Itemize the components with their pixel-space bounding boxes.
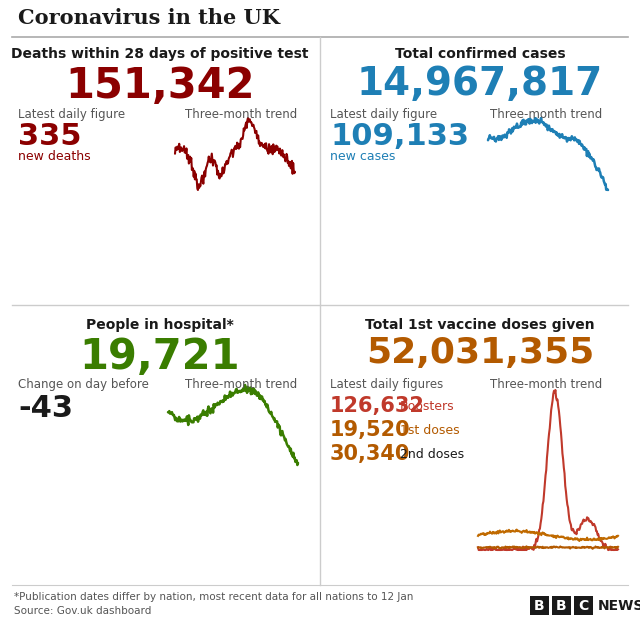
Text: People in hospital*: People in hospital* — [86, 318, 234, 332]
Text: *Publication dates differ by nation, most recent data for all nations to 12 Jan: *Publication dates differ by nation, mos… — [14, 592, 413, 602]
Text: 30,340: 30,340 — [330, 444, 410, 464]
Text: Three-month trend: Three-month trend — [185, 378, 297, 391]
Text: new deaths: new deaths — [18, 150, 91, 163]
Text: 335: 335 — [18, 122, 81, 151]
Text: 19,721: 19,721 — [80, 336, 240, 378]
Text: Coronavirus in the UK: Coronavirus in the UK — [18, 8, 280, 28]
Text: Three-month trend: Three-month trend — [490, 378, 602, 391]
Text: Latest daily figure: Latest daily figure — [18, 108, 125, 121]
FancyBboxPatch shape — [530, 596, 549, 615]
Text: new cases: new cases — [330, 150, 396, 163]
Text: Deaths within 28 days of positive test: Deaths within 28 days of positive test — [12, 47, 308, 61]
Text: Three-month trend: Three-month trend — [185, 108, 297, 121]
Text: Latest daily figure: Latest daily figure — [330, 108, 437, 121]
Text: 109,133: 109,133 — [330, 122, 469, 151]
Text: -43: -43 — [18, 394, 73, 423]
Text: 19,520: 19,520 — [330, 420, 411, 440]
Text: Latest daily figures: Latest daily figures — [330, 378, 444, 391]
Text: 151,342: 151,342 — [65, 65, 255, 107]
FancyBboxPatch shape — [574, 596, 593, 615]
Text: 1st doses: 1st doses — [400, 424, 460, 437]
FancyBboxPatch shape — [552, 596, 571, 615]
Text: 14,967,817: 14,967,817 — [357, 65, 603, 103]
Text: Source: Gov.uk dashboard: Source: Gov.uk dashboard — [14, 606, 152, 616]
Text: 126,632: 126,632 — [330, 396, 425, 416]
Text: 52,031,355: 52,031,355 — [366, 336, 594, 370]
Text: Total confirmed cases: Total confirmed cases — [395, 47, 565, 61]
Text: NEWS: NEWS — [598, 598, 640, 612]
Text: Change on day before: Change on day before — [18, 378, 149, 391]
Text: B: B — [556, 598, 567, 612]
Text: 2nd doses: 2nd doses — [400, 448, 464, 461]
Text: Boosters: Boosters — [400, 400, 454, 413]
Text: Total 1st vaccine doses given: Total 1st vaccine doses given — [365, 318, 595, 332]
Text: Three-month trend: Three-month trend — [490, 108, 602, 121]
Text: C: C — [579, 598, 589, 612]
Text: B: B — [534, 598, 545, 612]
